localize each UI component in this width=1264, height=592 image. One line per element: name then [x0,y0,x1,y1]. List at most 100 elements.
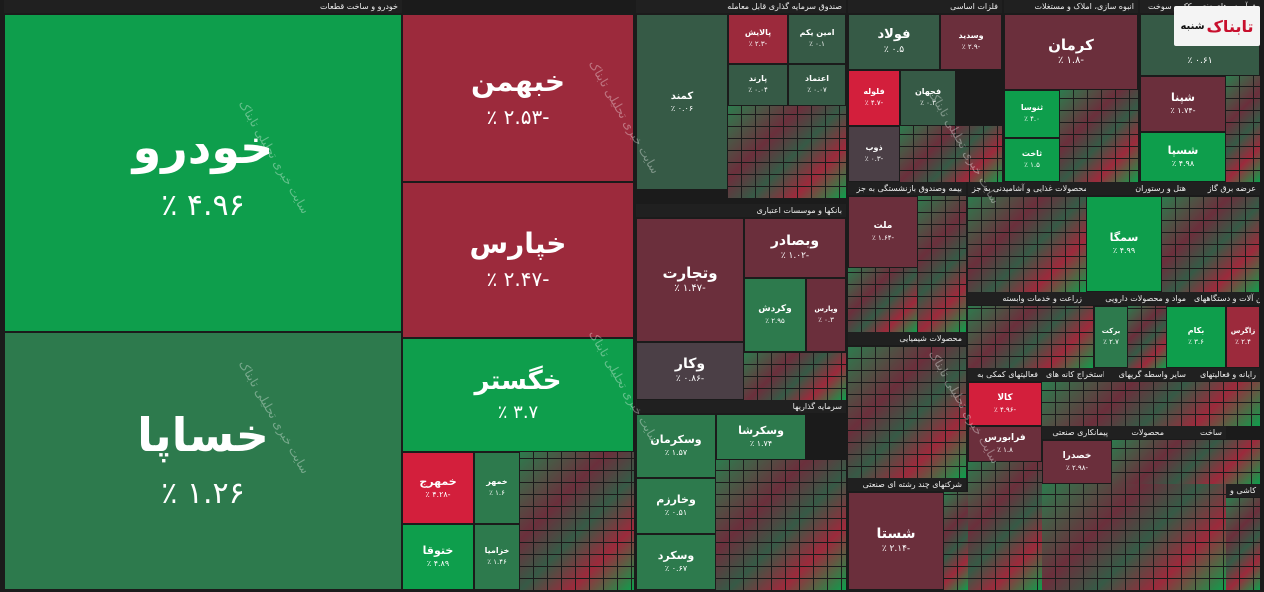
tile-foolad[interactable]: فولاد ٪ ۰.۵ [848,14,940,70]
tile-change: ٪ ۱.۸- [1057,55,1085,67]
tile-khgostar[interactable]: خگستر ٪ ۳.۷ [402,338,634,452]
tile-change: ٪ ۲.۱۴- [881,544,911,555]
tile-vkardesh[interactable]: وکردش ٪ ۲.۹۵ [744,278,806,352]
tile-shpna[interactable]: شپنا ٪ ۱.۷۴- [1140,76,1226,132]
tile-symbol: وپارس [814,304,838,313]
tile-change: ٪ ۴.۹۹ [1112,246,1136,256]
tile-change: ٪ ۰.۸۶- [675,374,705,385]
tile-vbsader[interactable]: وبصادر ٪ ۱.۰۲- [744,218,846,278]
food-small-tiles [968,196,1086,292]
section-pharma: مواد و محصولات دارویی [1086,292,1190,306]
tile-small-tiles [1226,498,1260,590]
tile-vkharazm[interactable]: وخارزم ٪ ۰.۵۱ [636,478,716,534]
tile-mellat[interactable]: ملت ٪ ۱.۶۴- [848,196,918,268]
tile-farabourse[interactable]: فرابورس ٪ ۱.۸ [968,426,1042,462]
tile-change: ٪ ۳.۷ [497,401,539,423]
tile-bakam[interactable]: بکام ٪ ۳.۶ [1166,306,1226,368]
tile-symbol: خصدرا [1062,450,1092,461]
tile-symbol: خزامیا [484,546,510,556]
section-tile: کاشی و [1226,484,1260,498]
section-title-extract: استخراج کانه های [1042,368,1104,381]
tile-vsokorsha[interactable]: وسکرشا ٪ ۱.۷۴ [716,414,806,460]
tile-palayesh[interactable]: پالایش ٪ ۲.۳- [728,14,788,64]
tile-flooleh[interactable]: فلوله ٪ ۴.۷- [848,70,900,126]
tile-symbol: وخارزم [656,493,696,507]
tile-vsokorman[interactable]: وسکرمان ٪ ۱.۵۷ [636,414,716,478]
tile-change: ٪ ۴.۷- [864,99,884,108]
tile-symbol: شسپا [1167,144,1199,158]
section-computer: رایانه و فعالیتهای [1190,368,1260,382]
tile-khzamia[interactable]: خزامیا ٪ ۱.۴۶ [474,524,520,590]
tile-change: ٪ ۰.۳ [920,99,936,108]
tile-change: ٪ ۰.۳- [864,155,884,164]
tile-sakht[interactable]: ثاخت ٪ ۱.۵ [1004,138,1060,182]
tile-change: ٪ ۲.۴۷- [486,267,550,292]
tile-change: ٪ ۰.۰۴ [748,86,768,95]
pharma-small-tiles [1128,306,1166,368]
section-insurance: بیمه وصندوق بازنشستگی به جز [848,182,966,332]
section-title-construction: انبوه سازی، املاک و مستغلات [1004,0,1138,13]
tile-khmehrj[interactable]: خمهرج ٪ ۴.۲۸- [402,452,474,524]
tile-change: ٪ ۱.۷۴- [1170,106,1196,116]
tile-shsepa[interactable]: شسپا ٪ ۴.۹۸ [1140,132,1226,182]
tile-khsadra[interactable]: خصدرا ٪ ۲.۹۸- [1042,440,1112,484]
tile-symbol: فرابورس [984,432,1026,443]
tile-change: ٪ ۴.۹۸ [1171,159,1195,169]
tile-symbol: وکار [674,355,706,372]
tile-change: ٪ ۱.۶ [489,489,505,498]
chemical-small-tiles [848,346,966,478]
section-title-metals: فلزات اساسی [848,0,1002,13]
tile-symbol: زاگرس [1230,326,1256,335]
tile-change: ٪ ۲.۳- [748,40,768,49]
section-title-build: ساخت [1168,426,1226,439]
tile-symbol: ذوب [865,143,883,153]
tile-symbol: امین یکم [799,28,835,38]
section-construction: انبوه سازی، املاک و مستغلات [1004,0,1138,182]
section-title-pharma: مواد و محصولات دارویی [1086,292,1190,305]
tile-khodro[interactable]: خودرو ٪ ۴.۹۶ [4,14,402,332]
tile-vsokord[interactable]: وسکرد ٪ ۰.۶۷ [636,534,716,590]
tile-symbol: فولاد [877,27,911,43]
tile-kerman[interactable]: کرمان ٪ ۱.۸- [1004,14,1138,90]
section-hotel: هتل و رستوران [1086,182,1190,196]
tile-kamand[interactable]: کمند ٪ ۰.۰۶ [636,14,728,190]
tile-amin-yekom[interactable]: امین یکم ٪ ۰.۱ [788,14,846,64]
section-title-food: محصولات غذایی و آشامیدنی به جز [968,182,1086,195]
section-machinery: ماشین آلات و دستگاههای [1190,292,1260,306]
section-title-machinery: ماشین آلات و دستگاههای [1190,292,1260,305]
tile-zagros[interactable]: زاگرس ٪ ۲.۴ [1226,306,1260,368]
tile-change: ٪ ۴.۲۸- [425,490,451,500]
section-title-contract: پیمانکاری صنعتی [1042,426,1112,439]
tile-khpars[interactable]: خپارس ٪ ۲.۴۷- [402,182,634,338]
section-extract: استخراج کانه های [1042,368,1104,382]
tile-parand[interactable]: پارند ٪ ۰.۰۴ [728,64,788,106]
tile-vsadid[interactable]: وسدید ٪ ۲.۹- [940,14,1002,70]
tile-samga[interactable]: سمگا ٪ ۴.۹۹ [1086,196,1162,292]
tile-etemad[interactable]: اعتماد ٪ ۰.۰۷ [788,64,846,106]
multi-small-tiles [944,492,968,590]
tile-zob[interactable]: ذوب ٪ ۰.۳- [848,126,900,182]
tile-vkar[interactable]: وکار ٪ ۰.۸۶- [636,342,744,400]
section-title-agri: زراعت و خدمات وابسته [968,292,1086,305]
tile-change: ٪ ۴.۰ [1024,115,1040,124]
tile-fjahan[interactable]: فجهان ٪ ۰.۳ [900,70,956,126]
tile-khtooqa[interactable]: ختوقا ٪ ۴.۸۹ [402,524,474,590]
section-chemical: محصولات شیمیایی [848,332,966,346]
tile-vtejarat[interactable]: وتجارت ٪ ۱.۴۷- [636,218,744,342]
tile-khmehr[interactable]: خمهر ٪ ۱.۶ [474,452,520,524]
tile-barekat[interactable]: برکت ٪ ۲.۷ [1094,306,1128,368]
tile-symbol: کرمان [1048,35,1094,54]
extract-small-tiles [1042,382,1260,426]
misc-small-tiles [968,462,1042,590]
tile-symbol: ختوقا [422,544,454,558]
tile-vpars[interactable]: وپارس ٪ ۰.۳ [806,278,846,352]
tile-symbol: ثنوسا [1020,103,1044,113]
tile-khsapa[interactable]: خساپا ٪ ۱.۲۶ [4,332,402,590]
section-products: محصولات [1112,426,1168,440]
tile-kala[interactable]: کالا ٪ ۴.۹۶- [968,382,1042,426]
tile-symbol: برکت [1101,326,1121,335]
tile-shasta[interactable]: شستا ٪ ۲.۱۴- [848,492,944,590]
tile-sanousa[interactable]: ثنوسا ٪ ۴.۰ [1004,90,1060,138]
tile-symbol: سمگا [1109,231,1139,245]
tile-khbahman[interactable]: خبهمن ٪ ۲.۵۳- [402,14,634,182]
